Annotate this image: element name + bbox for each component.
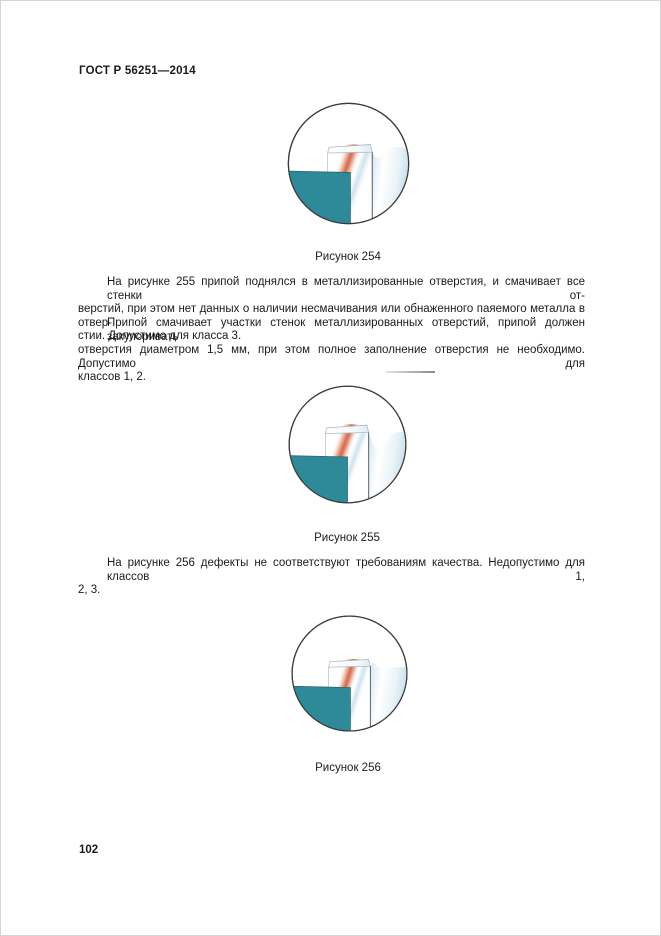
magnifier-circle-outline xyxy=(291,615,408,732)
text-line: 2, 3. xyxy=(78,584,101,597)
figure-256-caption: Рисунок 256 xyxy=(315,762,381,774)
paragraph-figure-256: На рисунке 256 дефекты не соответствуют … xyxy=(78,557,585,598)
board-laminate-teal xyxy=(288,170,351,224)
figure-254-caption: Рисунок 254 xyxy=(315,251,381,263)
paragraph-figure-255-class3: На рисунке 255 припой поднялся в металли… xyxy=(78,276,585,344)
text-line: стии. Допустимо для класса 3. xyxy=(78,330,242,343)
figure-254-illustration xyxy=(287,102,410,225)
scan-artifact-line xyxy=(386,371,435,373)
figure-255-caption: Рисунок 255 xyxy=(314,532,380,544)
column-top-face xyxy=(324,424,370,434)
document-header: ГОСТ Р 56251—2014 xyxy=(79,65,196,77)
figure-256-illustration xyxy=(291,615,408,732)
magnifier-circle-outline xyxy=(287,102,410,225)
figure-254 xyxy=(282,97,415,230)
board-laminate-teal xyxy=(289,455,348,503)
magnifier-circle-outline xyxy=(288,385,407,504)
text-line: Припой смачивает участки стенок металлиз… xyxy=(107,317,585,343)
text-line: отверстия диаметром 1,5 мм, при этом пол… xyxy=(78,344,585,370)
text-line: классов 1, 2. xyxy=(78,371,146,384)
figure-255 xyxy=(283,380,412,509)
text-line: На рисунке 255 припой поднялся в металли… xyxy=(107,276,585,302)
paragraph-figure-255-classes12: Припой смачивает участки стенок металлиз… xyxy=(78,317,585,385)
text-line: На рисунке 256 дефекты не соответствуют … xyxy=(107,557,585,583)
board-laminate-teal xyxy=(292,685,351,731)
page-number: 102 xyxy=(79,844,99,856)
figure-255-illustration xyxy=(288,385,407,504)
column-top-face xyxy=(327,144,373,154)
figure-256 xyxy=(286,610,413,737)
text-line: верстий, при этом нет данных о наличии н… xyxy=(78,303,585,329)
column-top-face xyxy=(328,659,371,668)
